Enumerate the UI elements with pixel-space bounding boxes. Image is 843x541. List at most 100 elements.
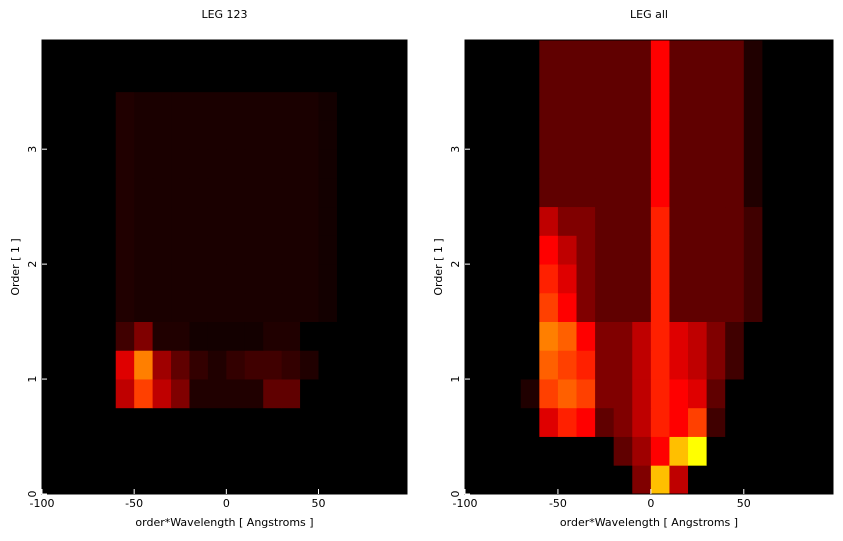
- heatmap-cell: [725, 436, 745, 466]
- heatmap-cell: [818, 321, 833, 351]
- heatmap-cell: [539, 436, 559, 466]
- heatmap-cell: [171, 40, 190, 64]
- heatmap-cell: [520, 465, 540, 494]
- heatmap-cell: [725, 407, 745, 437]
- heatmap-cell: [244, 436, 264, 466]
- heatmap-cell: [669, 149, 689, 179]
- heatmap-cell: [725, 177, 745, 208]
- heatmap-cell: [392, 91, 407, 121]
- plot-frame: [464, 39, 834, 495]
- heatmap-cell: [632, 436, 652, 466]
- heatmap-cell: [502, 91, 522, 121]
- heatmap-cell: [688, 177, 708, 208]
- heatmap-cell: [60, 465, 80, 494]
- heatmap-cell: [576, 235, 596, 265]
- heatmap-cell: [780, 264, 800, 294]
- heatmap-cell: [336, 40, 356, 64]
- heatmap-cell: [300, 350, 319, 380]
- heatmap-cell: [762, 206, 782, 236]
- heatmap-cell: [780, 292, 800, 322]
- x-tick-label: 0: [647, 497, 654, 510]
- heatmap-cell: [743, 321, 763, 351]
- heatmap-cell: [152, 206, 172, 236]
- heatmap-cell: [725, 149, 745, 179]
- heatmap-cell: [134, 436, 154, 466]
- heatmap-cell: [392, 120, 407, 150]
- heatmap-cell: [115, 120, 135, 150]
- y-tick-label: 0: [449, 491, 462, 498]
- heatmap-cell: [97, 177, 117, 208]
- heatmap-cell: [539, 91, 559, 121]
- heatmap-cell: [688, 206, 708, 236]
- y-tick-label: 3: [26, 146, 39, 153]
- heatmap-cell: [688, 264, 708, 294]
- heatmap-cell: [743, 379, 763, 409]
- heatmap-cell: [134, 321, 154, 351]
- heatmap-cell: [595, 177, 615, 208]
- heatmap-cell: [706, 91, 726, 121]
- heatmap-cell: [502, 379, 522, 409]
- heatmap-cell: [207, 321, 227, 351]
- heatmap-cell: [780, 235, 800, 265]
- heatmap-cells: [42, 40, 407, 494]
- heatmap-cell: [318, 436, 338, 466]
- heatmap-cell: [520, 235, 540, 265]
- heatmap-cell: [263, 40, 283, 64]
- heatmap-cell: [78, 149, 98, 179]
- heatmap-cell: [725, 91, 745, 121]
- heatmap-cell: [373, 465, 393, 494]
- heatmap-cell: [97, 436, 117, 466]
- heatmap-cell: [78, 465, 98, 494]
- heatmap-cell: [557, 62, 577, 93]
- heatmap-cell: [520, 206, 540, 236]
- heatmap-cell: [576, 206, 596, 236]
- x-tick-label: -100: [453, 497, 478, 510]
- heatmap-cell: [392, 379, 407, 409]
- heatmap-cell: [688, 120, 708, 150]
- heatmap-cell: [576, 120, 596, 150]
- heatmap-cell: [632, 40, 652, 64]
- heatmap-cell: [244, 379, 264, 409]
- heatmap-cell: [799, 149, 819, 179]
- y-axis-label: Order [ 1 ]: [9, 238, 22, 295]
- heatmap-cell: [373, 321, 393, 351]
- heatmap-cell: [818, 206, 833, 236]
- heatmap-cell: [373, 292, 393, 322]
- heatmap-cell: [226, 292, 246, 322]
- heatmap-cell: [115, 91, 135, 121]
- heatmap-cell: [576, 321, 596, 351]
- heatmap-cell: [42, 177, 61, 208]
- heatmap-cell: [355, 379, 375, 409]
- heatmap-cell: [263, 379, 283, 409]
- heatmap-cell: [465, 149, 484, 179]
- heatmap-cell: [318, 379, 338, 409]
- heatmap-cell: [60, 321, 80, 351]
- heatmap-cell: [78, 379, 98, 409]
- heatmap-cell: [799, 235, 819, 265]
- heatmap-cell: [780, 321, 800, 351]
- heatmap-cell: [762, 465, 782, 494]
- heatmap-cell: [152, 292, 172, 322]
- heatmap-cell: [152, 465, 172, 494]
- heatmap-cell: [502, 264, 522, 294]
- heatmap-cell: [725, 292, 745, 322]
- heatmap-cell: [263, 321, 283, 351]
- heatmap-cell: [818, 235, 833, 265]
- heatmap-cell: [613, 379, 633, 409]
- heatmap-cell: [281, 177, 301, 208]
- heatmap-cell: [576, 465, 596, 494]
- heatmap-cell: [725, 350, 745, 380]
- heatmap-cell: [97, 379, 117, 409]
- heatmap-cell: [115, 379, 135, 409]
- heatmap-cell: [171, 436, 190, 466]
- heatmap-cell: [226, 149, 246, 179]
- heatmap-cell: [300, 264, 319, 294]
- heatmap-cell: [300, 177, 319, 208]
- heatmap-cell: [392, 177, 407, 208]
- heatmap-cell: [115, 40, 135, 64]
- heatmap-cell: [60, 40, 80, 64]
- heatmap-cell: [134, 206, 154, 236]
- heatmap-cell: [355, 91, 375, 121]
- heatmap-cell: [669, 264, 689, 294]
